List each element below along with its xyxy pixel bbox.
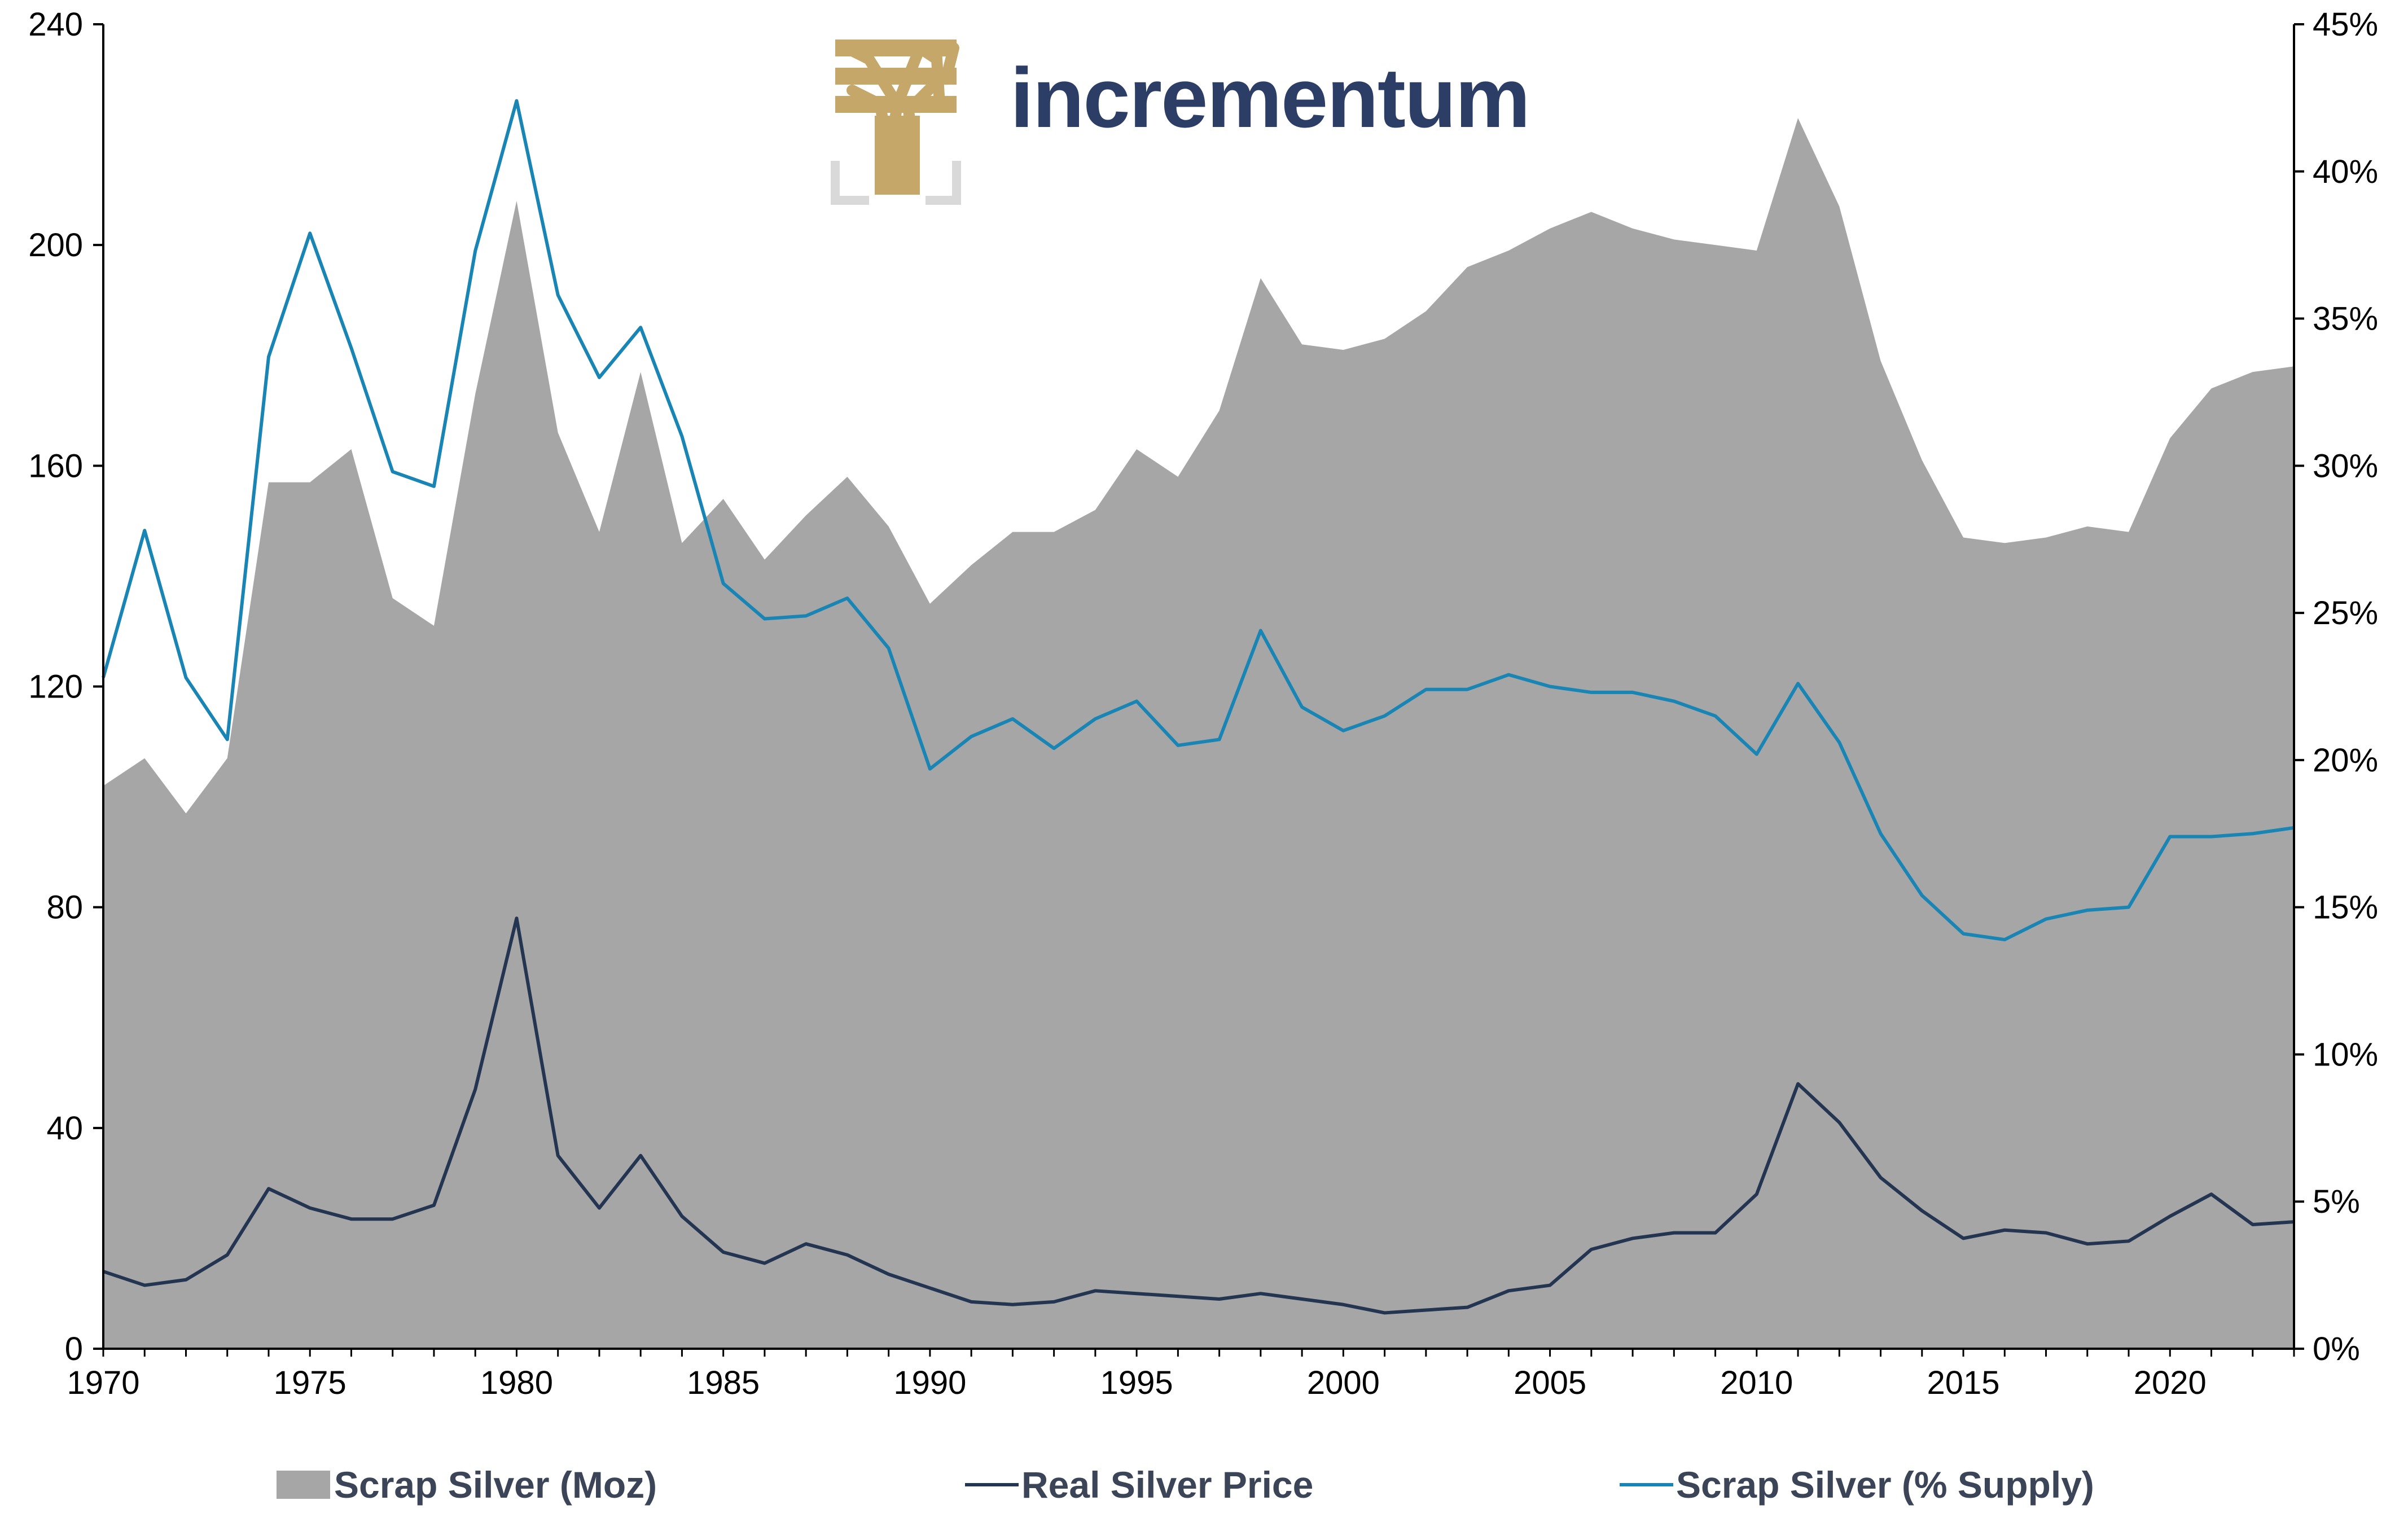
x-tick-label-2020: 2020 [2134, 1365, 2207, 1401]
x-tick-label-2000: 2000 [1307, 1365, 1380, 1401]
plot-area [102, 99, 2295, 1349]
y-right-tick-label-30: 30% [2313, 448, 2378, 484]
y-left-tick-label-40: 40 [46, 1110, 83, 1147]
x-tick-label-1970: 1970 [67, 1365, 139, 1401]
y-left-tick-label-120: 120 [28, 669, 83, 705]
x-tick-label-2010: 2010 [1720, 1365, 1793, 1401]
x-tick-label-1995: 1995 [1100, 1365, 1173, 1401]
axes: 0 40 80 120 160 200 240 0% 5% 10% 15% 20% 25% 30% 35% 4… [28, 6, 2378, 1401]
legend-swatch-scrap-silver-moz [277, 1471, 330, 1499]
y-left-tick-label-240: 240 [28, 6, 83, 43]
y-left-tick-label-200: 200 [28, 227, 83, 264]
x-tick-label-1975: 1975 [274, 1365, 346, 1401]
y-right-tick-label-35: 35% [2313, 301, 2378, 337]
brand-logo: incrementum [831, 40, 1530, 205]
brand-name: incrementum [1010, 50, 1529, 145]
y-left-tick-label-160: 160 [28, 448, 83, 484]
y-right-tick-label-45: 45% [2313, 6, 2378, 43]
legend-label-real-silver-price: Real Silver Price [1021, 1464, 1313, 1506]
y-right-tick-label-25: 25% [2313, 595, 2378, 631]
y-right-tick-label-40: 40% [2313, 153, 2378, 190]
legend-item-scrap-silver-supply: Scrap Silver (% Supply) [1620, 1464, 2094, 1506]
line-scrap-silver-supply [102, 99, 2295, 942]
y-left-tick-label-80: 80 [46, 889, 83, 926]
y-right-tick-label-10: 10% [2313, 1036, 2378, 1073]
series-scrap-silver-supply [102, 99, 2295, 942]
y-right-tick-label-15: 15% [2313, 889, 2378, 926]
series-scrap-silver-moz [103, 118, 2294, 1349]
y-right-tick-label-20: 20% [2313, 742, 2378, 779]
x-tick-label-1980: 1980 [480, 1365, 553, 1401]
x-tick-label-2005: 2005 [1514, 1365, 1586, 1401]
legend-item-scrap-silver-moz: Scrap Silver (Moz) [277, 1464, 657, 1506]
legend-label-scrap-silver-supply: Scrap Silver (% Supply) [1676, 1464, 2094, 1506]
legend-item-real-silver-price: Real Silver Price [965, 1464, 1313, 1506]
y-left-tick-label-0: 0 [65, 1331, 83, 1367]
y-right-tick-label-0: 0% [2313, 1331, 2360, 1367]
y-right-tick-label-5: 5% [2313, 1183, 2360, 1220]
line-real-silver-price [103, 916, 2295, 1315]
legend-label-scrap-silver-moz: Scrap Silver (Moz) [334, 1464, 657, 1506]
x-tick-label-1985: 1985 [687, 1365, 760, 1401]
series-real-silver-price [103, 916, 2295, 1315]
x-tick-label-1990: 1990 [893, 1365, 966, 1401]
tree-icon [831, 40, 961, 205]
legend: Scrap Silver (Moz) Real Silver Price Scr… [277, 1464, 2094, 1506]
x-tick-label-2015: 2015 [1927, 1365, 2000, 1401]
area-scrap-silver-moz [103, 118, 2294, 1349]
